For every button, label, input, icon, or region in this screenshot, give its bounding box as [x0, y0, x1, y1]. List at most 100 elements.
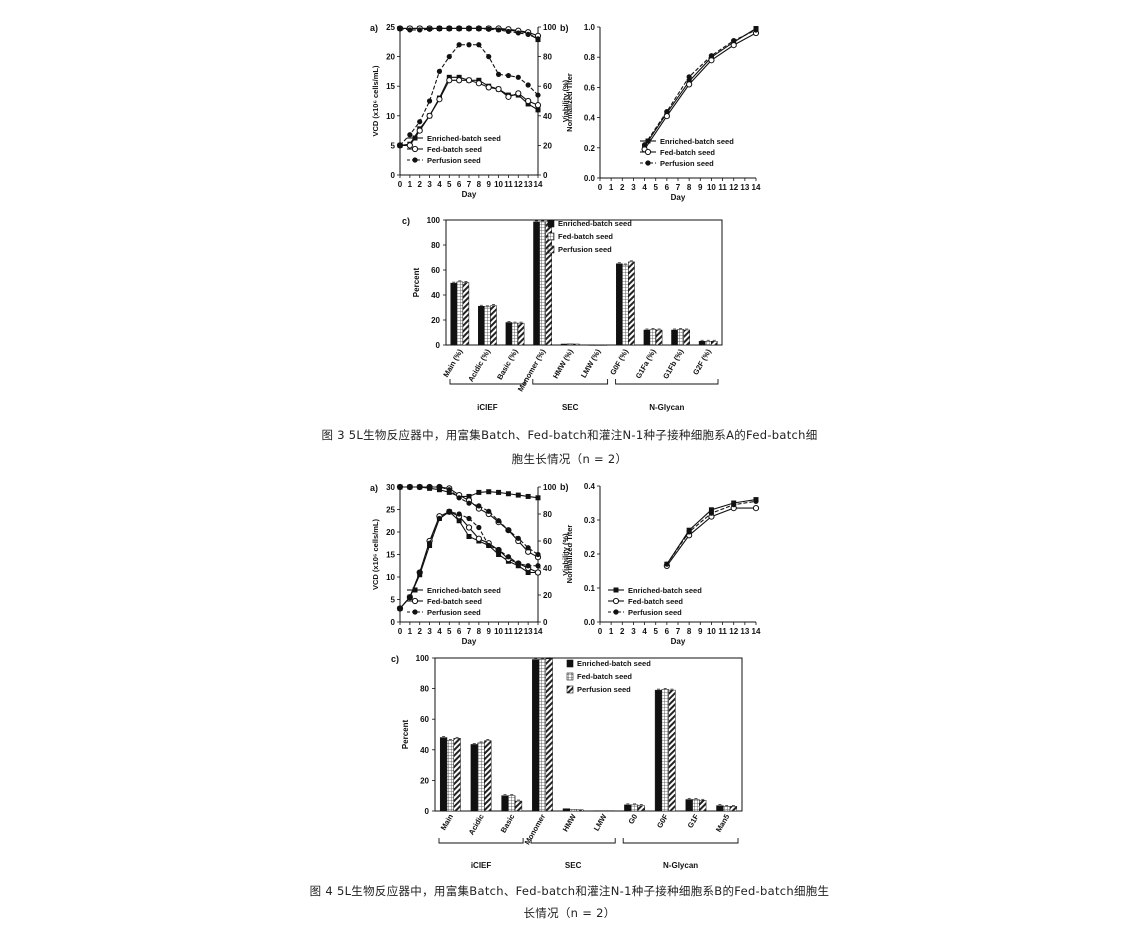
- y-tick-label: 25: [386, 506, 395, 515]
- category-label: Basic: [499, 813, 517, 835]
- x-tick-label: 11: [718, 627, 727, 636]
- data-point: [397, 25, 403, 32]
- data-point: [486, 542, 492, 549]
- legend-swatch: [566, 672, 574, 681]
- y2-tick-label: 40: [543, 112, 552, 121]
- y-axis-title: Normalized Titer: [565, 73, 574, 132]
- legend-label: Perfusion seed: [628, 608, 682, 617]
- data-point: [495, 71, 502, 77]
- figure-4-caption-line2: 长情况（n = 2）: [523, 906, 616, 920]
- y-tick-label: 60: [431, 266, 440, 275]
- x-tick-label: 12: [514, 180, 523, 189]
- data-point: [752, 505, 760, 512]
- legend-label: Enriched-batch seed: [427, 134, 501, 143]
- data-point: [708, 57, 715, 64]
- fig3-panel-c-chart: c) 0 20 40 60 80 100 Percent Main (%) Acidic (%) B…: [402, 216, 723, 412]
- y-tick-label: 20: [431, 316, 440, 325]
- x-tick-label: 10: [494, 627, 503, 636]
- data-point: [436, 515, 443, 522]
- data-point: [708, 507, 714, 513]
- bar-1: [446, 740, 454, 812]
- y-tick-label: 60: [420, 715, 429, 724]
- category-label: Monomer (%): [516, 347, 548, 393]
- data-point: [436, 25, 443, 32]
- bar-2: [462, 282, 470, 346]
- data-point: [456, 42, 462, 48]
- legend-swatch: [547, 232, 555, 241]
- legend-swatch: [547, 219, 555, 228]
- data-point: [407, 132, 413, 138]
- x-tick-label: 5: [447, 627, 452, 636]
- x-tick-label: 9: [698, 627, 703, 636]
- plot-frame: [445, 219, 723, 346]
- x-tick-label: 3: [427, 180, 432, 189]
- x-axis-title: Day: [462, 637, 477, 646]
- bar-1: [569, 809, 577, 812]
- y-tick-label: 20: [386, 53, 395, 62]
- category-label: G1Fb (%): [661, 347, 686, 380]
- x-tick-label: 11: [718, 183, 727, 192]
- y2-tick-label: 40: [543, 564, 552, 573]
- data-point: [485, 84, 492, 91]
- data-point: [476, 503, 482, 509]
- data-point: [456, 25, 462, 32]
- category-label: Basic (%): [495, 347, 520, 381]
- data-point: [495, 547, 502, 553]
- y-tick-label: 10: [386, 573, 395, 582]
- data-point: [535, 36, 541, 42]
- data-point: [525, 82, 531, 88]
- bar-2: [600, 344, 608, 346]
- x-tick-label: 7: [676, 183, 681, 192]
- legend-label: Fed-batch seed: [577, 672, 632, 681]
- group-label: iCIEF: [471, 861, 492, 870]
- y-tick-label: 25: [386, 23, 395, 32]
- data-point: [525, 31, 531, 37]
- category-label: Acidic (%): [466, 347, 492, 383]
- data-point: [446, 509, 452, 515]
- bar-2: [628, 261, 635, 346]
- panel-label: a): [370, 23, 378, 33]
- data-point: [446, 489, 452, 495]
- group-label: N-Glycan: [649, 403, 684, 412]
- bar-0: [562, 808, 571, 812]
- x-tick-label: 5: [447, 180, 452, 189]
- data-point: [525, 570, 531, 575]
- y2-tick-label: 100: [543, 23, 557, 32]
- data-point: [466, 500, 472, 506]
- panel-label: b): [560, 482, 569, 492]
- x-tick-label: 12: [729, 627, 738, 636]
- bar-1: [677, 329, 684, 346]
- x-tick-label: 13: [740, 183, 749, 192]
- legend-marker: [412, 135, 418, 141]
- bar-1: [622, 264, 629, 346]
- category-label: LMW: [592, 812, 609, 833]
- x-tick-label: 5: [653, 627, 658, 636]
- legend-label: Fed-batch seed: [628, 597, 683, 606]
- series-line-2: [399, 511, 538, 609]
- legend-label: Enriched-batch seed: [628, 586, 702, 595]
- data-point: [465, 77, 473, 84]
- bar-1: [566, 343, 574, 346]
- data-point: [486, 26, 492, 32]
- x-tick-label: 2: [620, 627, 625, 636]
- panel-label: c): [391, 654, 399, 664]
- x-tick-label: 8: [477, 180, 482, 189]
- y2-tick-label: 20: [543, 591, 552, 600]
- data-point: [446, 487, 452, 493]
- data-point: [495, 518, 502, 524]
- y2-tick-label: 0: [543, 171, 548, 180]
- bar-0: [671, 329, 678, 346]
- data-point: [397, 484, 403, 490]
- data-point: [397, 605, 403, 612]
- legend-label: Fed-batch seed: [558, 232, 613, 241]
- data-point: [417, 484, 423, 490]
- group-bracket: [532, 379, 609, 385]
- data-point: [731, 37, 737, 44]
- y-tick-label: 5: [391, 141, 396, 150]
- data-point: [456, 511, 462, 517]
- data-point: [664, 561, 670, 567]
- data-point: [466, 515, 472, 522]
- bar-2: [490, 305, 497, 346]
- x-tick-label: 8: [477, 627, 482, 636]
